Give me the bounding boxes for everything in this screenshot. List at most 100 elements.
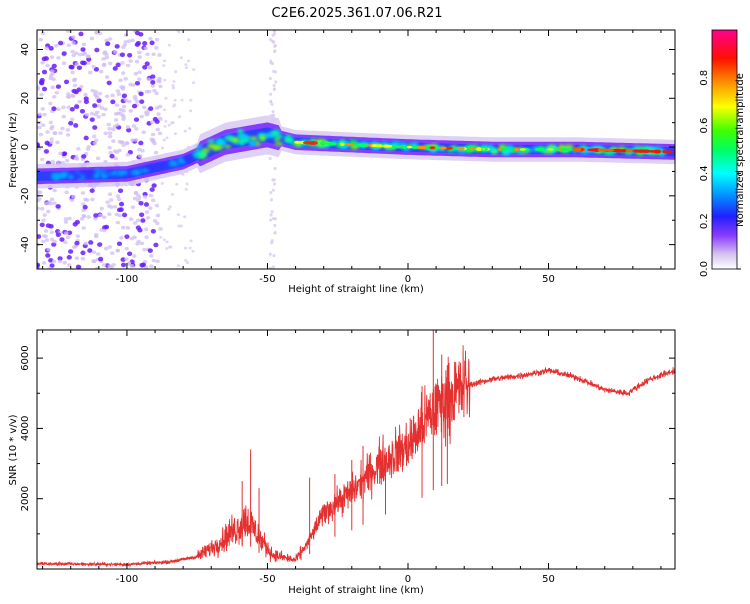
noise-speckle <box>150 138 156 142</box>
noise-speckle <box>56 107 61 111</box>
noise-speckle <box>107 61 113 66</box>
noise-speckle <box>82 51 88 56</box>
noise-speckle <box>162 108 167 112</box>
noise-speckle <box>123 33 129 37</box>
noise-speckle <box>180 98 184 102</box>
noise-speckle <box>39 222 45 228</box>
noise-speckle <box>68 120 74 126</box>
noise-speckle <box>126 262 132 266</box>
noise-speckle <box>95 95 100 100</box>
noise-speckle <box>37 125 42 130</box>
noise-speckle <box>83 92 88 97</box>
noise-speckle <box>121 115 126 119</box>
noise-speckle <box>133 117 140 122</box>
noise-speckle <box>81 42 87 47</box>
band-blob <box>230 137 240 143</box>
noise-speckle <box>67 216 72 221</box>
noise-speckle <box>175 182 179 186</box>
noise-speckle <box>83 135 89 141</box>
noise-speckle <box>97 242 103 247</box>
noise-speckle <box>99 206 104 211</box>
noise-speckle <box>118 111 123 116</box>
noise-speckle <box>48 46 54 51</box>
noise-speckle <box>39 77 45 83</box>
noise-speckle <box>154 106 160 110</box>
x-tick-label: 0 <box>405 274 411 285</box>
noise-speckle <box>137 147 142 152</box>
noise-speckle <box>101 63 107 67</box>
band-core <box>345 143 354 146</box>
noise-speckle <box>153 242 159 248</box>
y-tick-label: -40 <box>20 236 31 252</box>
noise-speckle <box>93 112 98 117</box>
noise-speckle <box>269 266 273 269</box>
noise-speckle <box>106 122 111 127</box>
noise-speckle <box>147 248 153 253</box>
noise-speckle <box>48 120 53 125</box>
noise-speckle <box>108 150 113 155</box>
noise-speckle <box>86 215 91 219</box>
noise-speckle <box>139 212 145 218</box>
noise-speckle <box>123 40 128 44</box>
noise-speckle <box>269 198 273 202</box>
noise-speckle <box>172 104 176 108</box>
noise-speckle <box>57 40 64 46</box>
noise-speckle <box>270 241 274 245</box>
noise-speckle <box>58 151 63 156</box>
noise-speckle <box>184 259 188 262</box>
noise-speckle <box>116 197 122 202</box>
noise-speckle <box>63 220 69 224</box>
noise-speckle <box>95 156 101 161</box>
noise-speckle <box>107 126 112 131</box>
noise-speckle <box>71 78 77 83</box>
noise-speckle <box>64 158 70 163</box>
noise-speckle <box>111 263 116 267</box>
noise-speckle <box>150 228 156 234</box>
noise-speckle <box>44 238 50 242</box>
noise-speckle <box>170 192 175 196</box>
noise-speckle <box>177 115 182 119</box>
noise-speckle <box>79 108 86 114</box>
noise-speckle <box>139 99 145 104</box>
noise-speckle <box>154 91 159 96</box>
noise-speckle <box>271 265 275 269</box>
noise-speckle <box>49 230 54 235</box>
noise-speckle <box>79 84 84 89</box>
noise-speckle <box>159 118 163 122</box>
noise-speckle <box>85 54 91 58</box>
noise-speckle <box>150 74 156 79</box>
noise-speckle <box>91 250 97 255</box>
noise-speckle <box>168 205 172 209</box>
y-tick-label: 4000 <box>20 416 31 441</box>
x-tick-label: 50 <box>542 574 555 585</box>
noise-speckle <box>171 84 175 87</box>
noise-speckle <box>38 37 44 42</box>
noise-speckle <box>48 224 54 229</box>
noise-speckle <box>42 213 47 217</box>
noise-speckle <box>65 128 71 132</box>
noise-speckle <box>50 69 55 73</box>
band-blob <box>196 144 203 150</box>
noise-speckle <box>121 225 126 230</box>
noise-speckle <box>174 70 178 74</box>
noise-speckle <box>189 109 193 113</box>
noise-speckle <box>77 99 82 104</box>
noise-speckle <box>269 213 273 217</box>
noise-speckle <box>93 216 98 221</box>
noise-speckle <box>66 92 71 96</box>
band-core <box>375 144 383 148</box>
snr-y-label: SNR (10 * v/v) <box>8 414 19 485</box>
noise-speckle <box>176 213 180 217</box>
noise-speckle <box>84 198 90 202</box>
noise-speckle <box>272 87 276 91</box>
noise-speckle <box>151 52 156 57</box>
y-tick-label: 6000 <box>20 345 31 370</box>
noise-speckle <box>49 55 55 59</box>
noise-speckle <box>41 69 48 75</box>
noise-speckle <box>134 80 141 86</box>
noise-speckle <box>145 52 150 57</box>
noise-speckle <box>108 198 114 202</box>
noise-speckle <box>122 43 128 47</box>
noise-speckle <box>150 132 156 137</box>
noise-speckle <box>57 259 63 264</box>
